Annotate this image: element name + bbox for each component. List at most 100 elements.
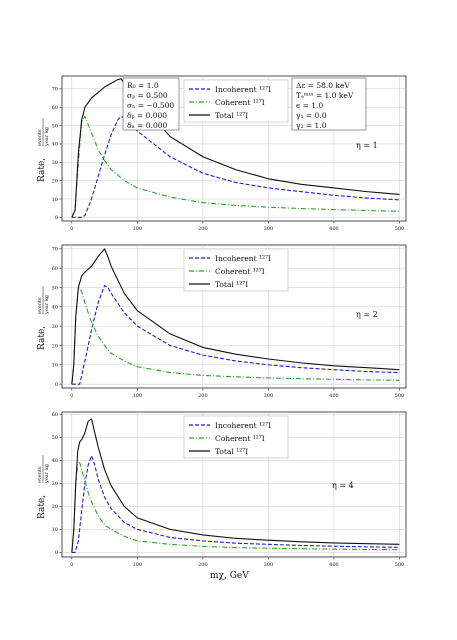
y-tick-label: 50 bbox=[52, 435, 58, 441]
y-tick-label: 10 bbox=[52, 197, 58, 203]
eta-annotation: η = 1 bbox=[356, 141, 378, 150]
param-line: σₚ = 0.500 bbox=[127, 91, 168, 100]
y-tick-label: 10 bbox=[52, 527, 58, 533]
legend-label-incoherent: Incoherent ¹²⁷I bbox=[215, 421, 271, 430]
x-tick-label: 300 bbox=[264, 562, 274, 568]
param-line: Tₑᵐᶦⁿ = 1.0 keV bbox=[296, 91, 354, 100]
param-line: σₙ = −0.500 bbox=[127, 101, 174, 110]
x-tick-label: 500 bbox=[395, 562, 405, 568]
y-tick-label: 70 bbox=[52, 247, 58, 253]
params-left-box: R₀ = 1.0 σₚ = 0.500 σₙ = −0.500 δₚ = 0.0… bbox=[122, 77, 180, 131]
y-tick-label: 60 bbox=[52, 412, 58, 418]
panel-eta-4: 0 100 200 300 400 500 0 10 20 30 40 50 60 η = 4 Inco… bbox=[37, 411, 407, 581]
series-line-incoherent bbox=[71, 115, 400, 218]
tick-labels: 0 100 200 300 400 500 0 10 20 30 40 50 60 bbox=[52, 412, 405, 568]
x-tick-label: 0 bbox=[70, 562, 73, 568]
legend-label-incoherent: Incoherent ¹²⁷I bbox=[215, 85, 271, 94]
series bbox=[71, 78, 400, 218]
y-tick-label: 50 bbox=[52, 123, 58, 129]
legend-label-total: Total ¹²⁷I bbox=[215, 111, 248, 120]
series bbox=[71, 418, 400, 553]
legend-label-coherent: Coherent ¹²⁷I bbox=[215, 434, 265, 443]
grid bbox=[59, 412, 406, 560]
param-line: δₙ = 0.000 bbox=[127, 121, 168, 130]
param-line: ϵ = 1.0 bbox=[296, 101, 323, 110]
y-tick-label: 60 bbox=[52, 266, 58, 272]
x-tick-label: 200 bbox=[198, 393, 208, 399]
y-tick-label: 30 bbox=[52, 324, 58, 330]
tick-labels: 0 100 200 300 400 500 0 10 20 30 40 50 60 70 bbox=[52, 247, 405, 399]
param-line: γ₂ = 1.0 bbox=[296, 121, 327, 130]
eta-annotation: η = 2 bbox=[356, 310, 378, 319]
series-line-coherent bbox=[71, 286, 400, 385]
y-tick-label: 40 bbox=[52, 305, 58, 311]
x-tick-label: 300 bbox=[264, 226, 274, 232]
y-tick-label: 30 bbox=[52, 481, 58, 487]
y-axis-label-denominator: year kg bbox=[44, 463, 50, 484]
x-tick-label: 400 bbox=[329, 226, 339, 232]
x-axis-label: mχ, GeV bbox=[210, 571, 249, 581]
y-axis-label: Rate, events year kg bbox=[37, 118, 50, 182]
series-line-total bbox=[71, 78, 400, 218]
y-tick-label: 40 bbox=[52, 458, 58, 464]
plot-frame bbox=[61, 411, 407, 558]
series-line-incoherent bbox=[71, 455, 400, 553]
x-tick-label: 100 bbox=[133, 562, 143, 568]
y-tick-label: 0 bbox=[55, 550, 58, 556]
y-tick-label: 20 bbox=[52, 504, 58, 510]
legend-label-coherent: Coherent ¹²⁷I bbox=[215, 267, 265, 276]
series-line-incoherent bbox=[71, 285, 400, 385]
y-tick-label: 20 bbox=[52, 178, 58, 184]
y-axis-label-numerator: events bbox=[37, 129, 43, 146]
param-line: Δε = 58.0 keV bbox=[296, 81, 350, 90]
series-line-coherent bbox=[71, 115, 400, 218]
x-tick-label: 200 bbox=[198, 226, 208, 232]
y-tick-label: 40 bbox=[52, 142, 58, 148]
series-line-total bbox=[71, 418, 400, 553]
grid bbox=[59, 245, 406, 391]
y-axis-label-text: Rate, bbox=[37, 326, 47, 350]
x-tick-label: 500 bbox=[395, 226, 405, 232]
y-tick-label: 0 bbox=[55, 382, 58, 388]
series bbox=[71, 248, 400, 385]
y-tick-label: 50 bbox=[52, 285, 58, 291]
y-tick-label: 20 bbox=[52, 343, 58, 349]
panel-eta-1: 0 100 200 300 400 500 0 10 20 30 40 50 60 70 η = 1 In… bbox=[37, 75, 407, 232]
params-left-frame bbox=[122, 77, 180, 131]
x-tick-label: 300 bbox=[264, 393, 274, 399]
legend-label-total: Total ¹²⁷I bbox=[215, 280, 248, 289]
panel-eta-2: 0 100 200 300 400 500 0 10 20 30 40 50 60 70 η = 2 In… bbox=[37, 244, 407, 399]
y-tick-label: 60 bbox=[52, 105, 58, 111]
legend: Incoherent ¹²⁷I Coherent ¹²⁷I Total ¹²⁷I bbox=[183, 415, 289, 459]
y-tick-label: 10 bbox=[52, 363, 58, 369]
y-axis-label-denominator: year kg bbox=[44, 294, 50, 315]
eta-annotation: η = 4 bbox=[332, 481, 354, 490]
legend-label-incoherent: Incoherent ¹²⁷I bbox=[215, 254, 271, 263]
legend: Incoherent ¹²⁷I Coherent ¹²⁷I Total ¹²⁷I bbox=[183, 79, 289, 123]
y-axis-label: Rate, events year kg bbox=[37, 455, 50, 519]
y-axis-label-text: Rate, bbox=[37, 495, 47, 519]
legend-label-total: Total ¹²⁷I bbox=[215, 447, 248, 456]
x-tick-label: 400 bbox=[329, 393, 339, 399]
y-tick-label: 30 bbox=[52, 160, 58, 166]
tick-labels: 0 100 200 300 400 500 0 10 20 30 40 50 60 70 bbox=[52, 87, 405, 232]
y-axis-label-numerator: events bbox=[37, 297, 43, 314]
x-tick-label: 100 bbox=[133, 226, 143, 232]
x-tick-label: 200 bbox=[198, 562, 208, 568]
plot-frame bbox=[61, 244, 407, 389]
y-axis-label-text: Rate, bbox=[37, 158, 47, 182]
params-right-box: Δε = 58.0 keV Tₑᵐᶦⁿ = 1.0 keV ϵ = 1.0 γ₁… bbox=[291, 77, 367, 131]
param-line: δₚ = 0.000 bbox=[127, 111, 167, 120]
param-line: R₀ = 1.0 bbox=[127, 81, 159, 90]
params-right-frame bbox=[291, 77, 367, 131]
x-tick-label: 500 bbox=[395, 393, 405, 399]
x-tick-label: 0 bbox=[70, 393, 73, 399]
y-tick-label: 0 bbox=[55, 215, 58, 221]
legend: Incoherent ¹²⁷I Coherent ¹²⁷I Total ¹²⁷I bbox=[183, 248, 289, 292]
y-axis-label-numerator: events bbox=[37, 466, 43, 483]
legend-label-coherent: Coherent ¹²⁷I bbox=[215, 98, 265, 107]
param-line: γ₁ = 0.0 bbox=[296, 111, 327, 120]
y-axis-label: Rate, events year kg bbox=[37, 286, 50, 350]
x-tick-label: 100 bbox=[133, 393, 143, 399]
